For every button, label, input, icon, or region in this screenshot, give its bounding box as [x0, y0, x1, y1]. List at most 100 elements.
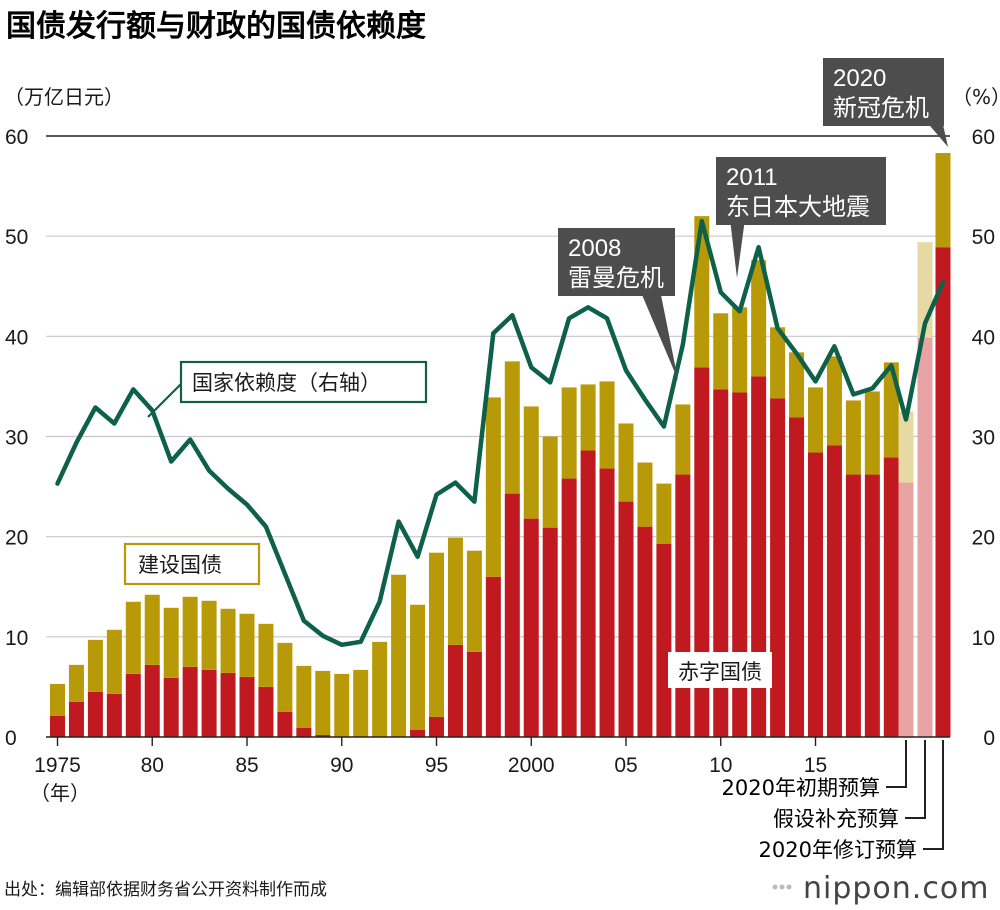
bar-construction	[637, 462, 653, 527]
bar-deficit	[580, 450, 596, 737]
bar-deficit	[220, 672, 236, 737]
bracket-line	[886, 740, 907, 788]
callout-event: 雷曼危机	[568, 265, 664, 292]
bracket-line	[905, 740, 926, 819]
y-tick-right: 10	[972, 627, 995, 650]
bar-construction	[277, 642, 293, 712]
y-tick-right: 40	[972, 326, 995, 349]
bar-deficit	[561, 478, 577, 737]
bar-construction	[770, 327, 786, 399]
bar-construction	[163, 607, 179, 678]
bar-construction	[808, 387, 823, 453]
legend-box	[668, 652, 772, 688]
bar-deficit	[296, 727, 312, 737]
legend-box	[179, 360, 428, 404]
source-note: 出处：编辑部依据财务省公开资料制作而成	[4, 880, 327, 900]
bar-deficit	[732, 392, 748, 737]
x-tick-label: 1975	[34, 754, 81, 777]
bar-deficit	[542, 527, 558, 737]
bar-construction	[845, 400, 861, 475]
bar-construction	[372, 641, 388, 737]
legend-construction-label: 建设国债	[138, 553, 222, 577]
brand-name: nippon.com	[803, 871, 989, 906]
bar-deficit	[504, 493, 520, 737]
bar-construction	[599, 381, 615, 469]
bar-construction	[220, 608, 236, 673]
bar-2020-deficit	[898, 482, 914, 737]
bar-deficit	[599, 468, 615, 737]
bracket-label: 假设补充预算	[773, 807, 899, 831]
bar-deficit	[751, 376, 767, 737]
right-axis-unit: （%）	[952, 85, 1000, 109]
y-tick-left: 10	[5, 627, 28, 650]
bar-construction	[580, 384, 596, 451]
x-axis-unit: （年）	[30, 781, 90, 805]
y-tick-right: 20	[972, 527, 995, 550]
bar-deficit	[182, 666, 198, 737]
callout-pointer	[640, 290, 678, 380]
bar-deficit	[523, 518, 539, 737]
callout-box	[558, 228, 675, 296]
bar-deficit	[201, 669, 217, 737]
bar-2020-construction	[898, 411, 914, 483]
bar-deficit	[239, 676, 255, 737]
bar-construction	[713, 313, 729, 390]
bar-construction	[68, 664, 84, 702]
x-tick-label: 85	[235, 754, 258, 777]
bracket-line	[923, 740, 944, 850]
bar-deficit	[144, 664, 160, 737]
legend-box	[123, 542, 261, 586]
bar-deficit	[845, 474, 861, 737]
bracket-label: 2020年修订预算	[759, 838, 917, 862]
bar-deficit	[826, 445, 842, 737]
bar-construction	[106, 629, 122, 694]
bar-deficit	[106, 693, 122, 737]
bar-deficit	[50, 715, 65, 737]
bar-deficit	[485, 576, 501, 737]
x-tick-label: 10	[709, 754, 732, 777]
bar-construction	[201, 600, 217, 670]
callout-pointer	[730, 219, 745, 278]
bar-construction	[429, 552, 444, 717]
bar-deficit	[637, 526, 653, 737]
bar-construction	[315, 670, 331, 735]
callout-box	[716, 157, 886, 225]
bar-construction	[826, 356, 842, 446]
bar-deficit	[466, 651, 482, 737]
callout-event: 东日本大地震	[726, 194, 870, 221]
left-axis-unit: （万亿日元）	[4, 85, 124, 109]
bar-deficit	[883, 457, 899, 737]
callout-event: 新冠危机	[833, 95, 929, 122]
x-tick-label: 2000	[508, 754, 555, 777]
bar-construction	[353, 669, 369, 737]
y-tick-left: 0	[5, 727, 17, 750]
legend-leader	[147, 383, 182, 418]
callout-box	[823, 58, 944, 126]
x-tick-label: 80	[141, 754, 164, 777]
bar-deficit	[410, 729, 426, 737]
bar-construction	[789, 352, 805, 418]
x-tick-label: 95	[425, 754, 448, 777]
bar-deficit	[713, 389, 729, 737]
y-tick-left: 20	[5, 527, 28, 550]
y-tick-right: 50	[972, 226, 995, 249]
bar-deficit	[656, 543, 672, 737]
bar-construction	[447, 537, 463, 645]
bar-construction	[732, 307, 748, 393]
bar-deficit	[770, 398, 786, 737]
bar-construction	[751, 260, 767, 377]
bar-construction	[182, 596, 198, 667]
bar-deficit	[694, 367, 710, 737]
bar-construction	[87, 639, 103, 692]
bar-construction	[523, 406, 539, 519]
bar-deficit	[808, 452, 823, 737]
callout-year: 2011	[726, 164, 778, 191]
bar-deficit	[68, 701, 84, 737]
bar-2020-deficit	[917, 337, 933, 737]
bar-construction	[466, 550, 482, 652]
bar-deficit	[125, 673, 141, 737]
bar-deficit	[864, 474, 880, 737]
y-tick-right: 60	[972, 126, 995, 149]
bar-construction	[144, 594, 160, 665]
